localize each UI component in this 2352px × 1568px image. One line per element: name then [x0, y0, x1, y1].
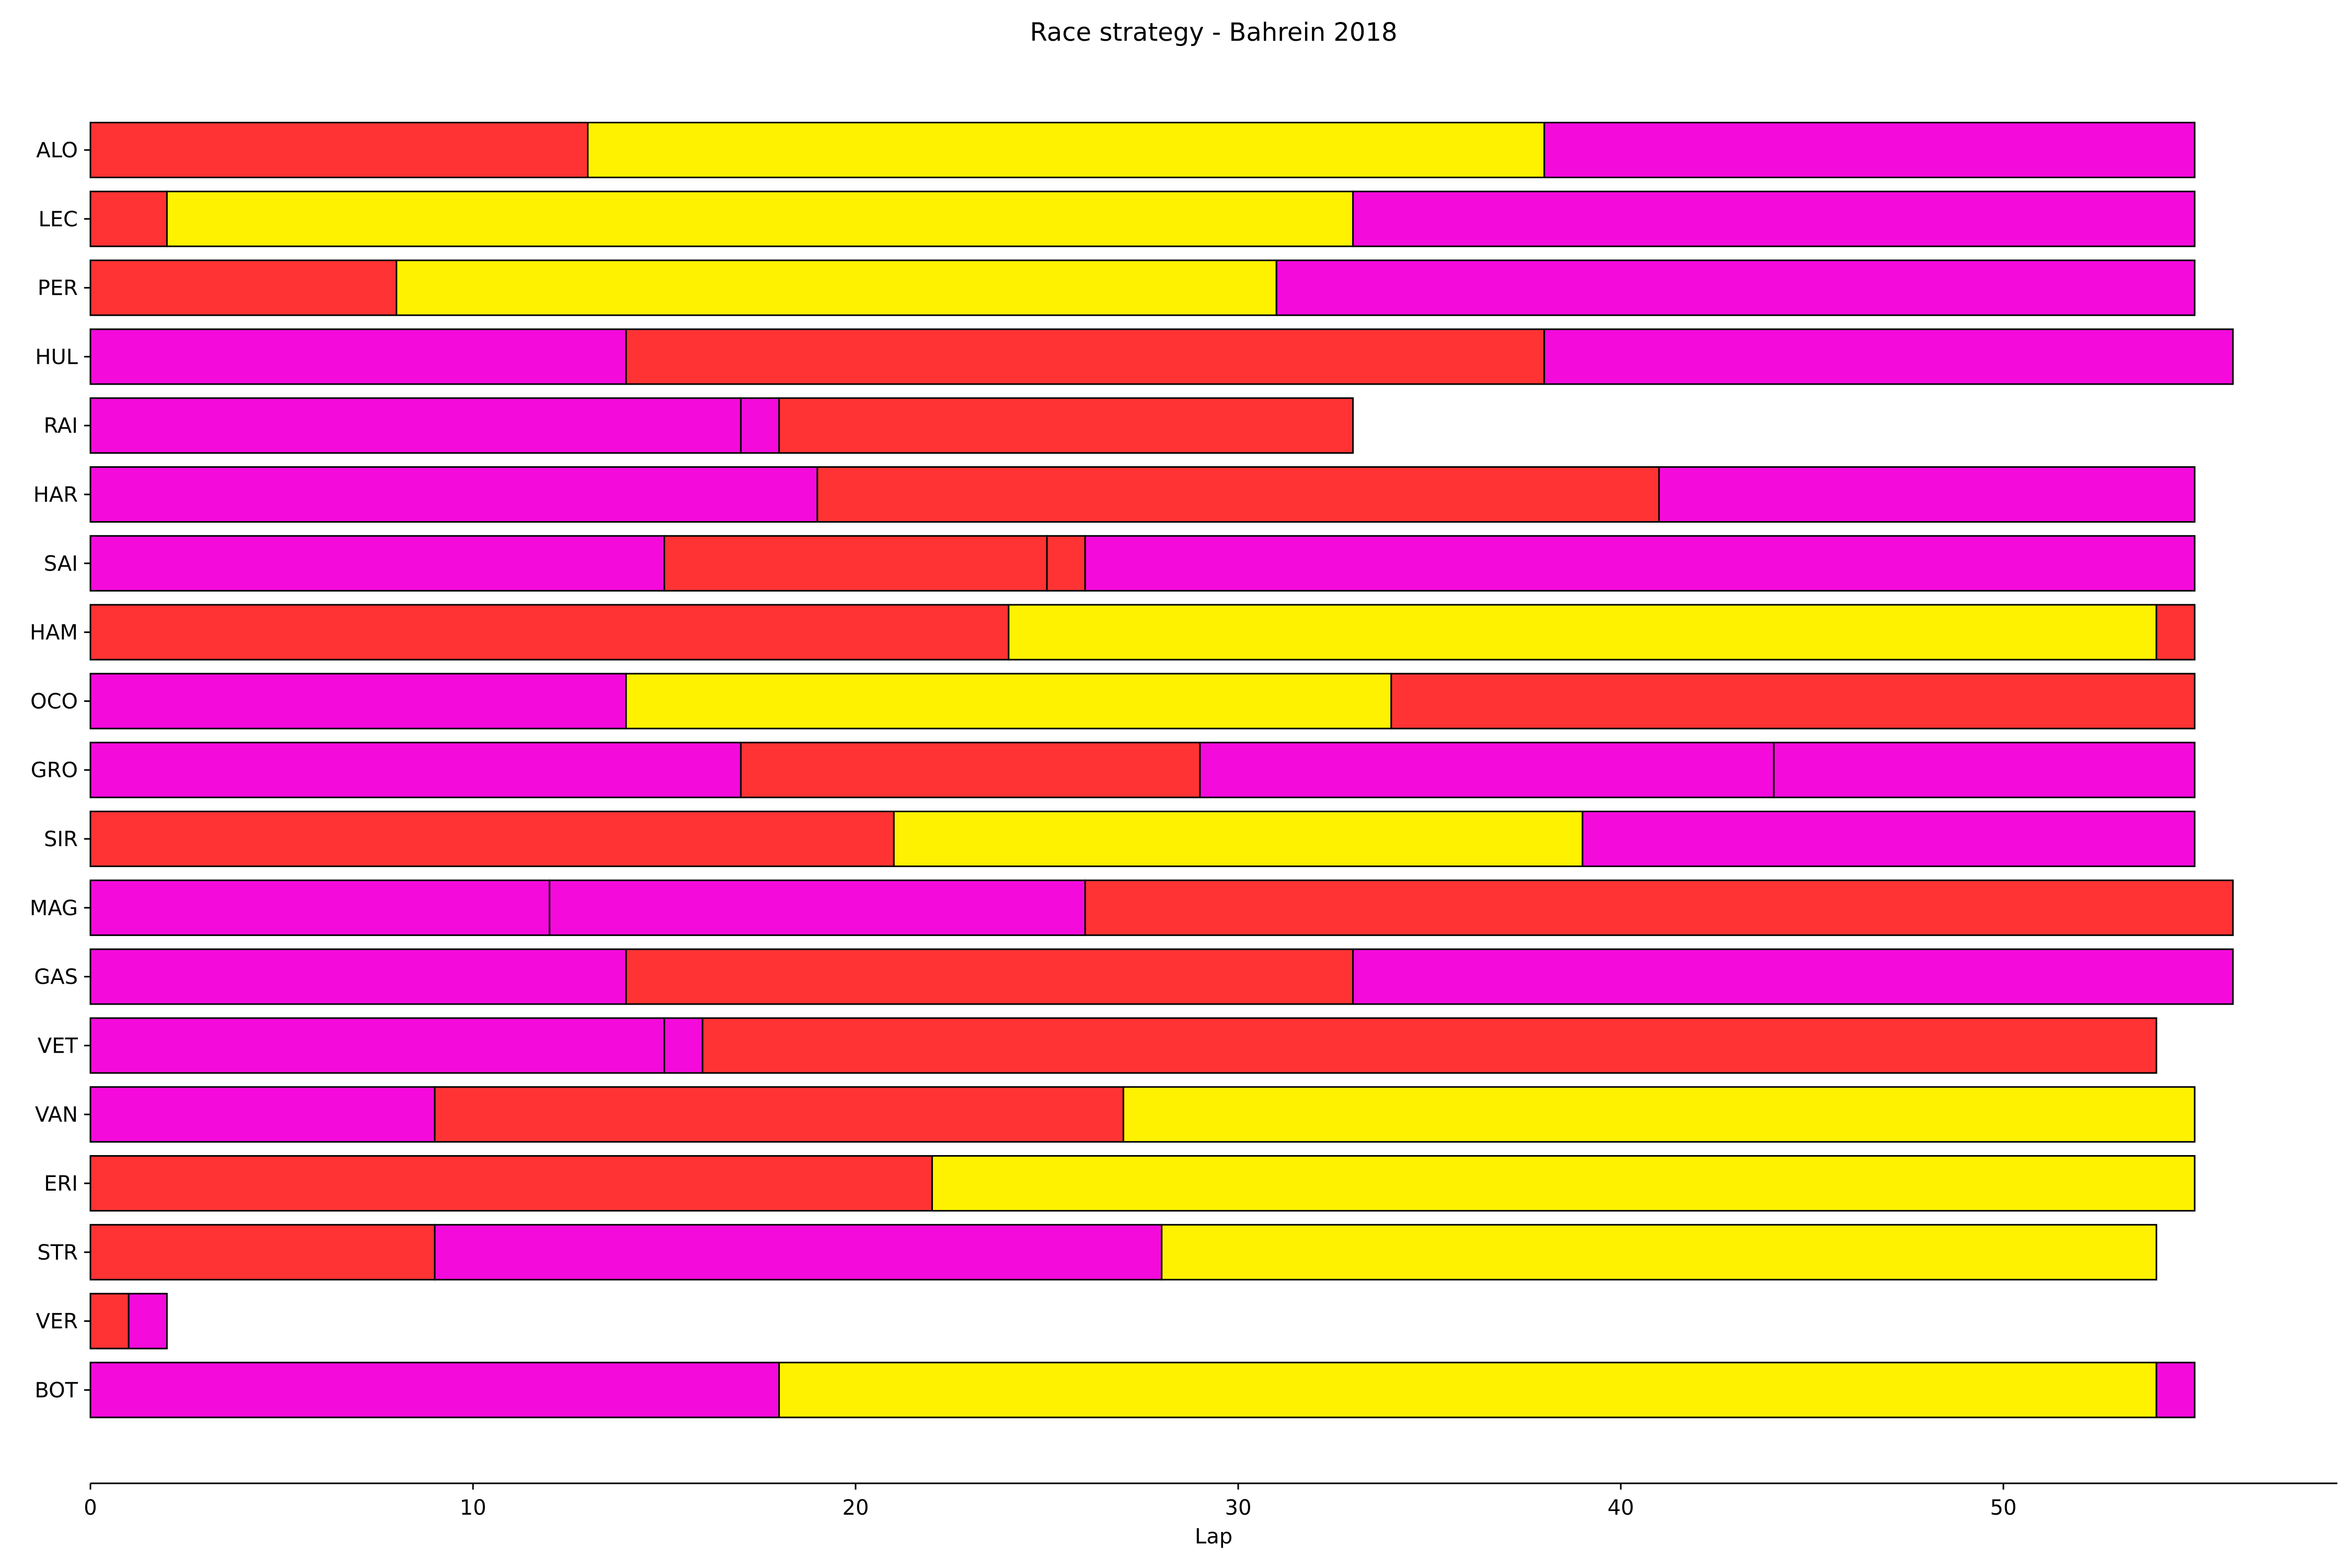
stint-bar-lec-3	[1352, 190, 2196, 247]
stint-bar-har-2	[816, 466, 1660, 523]
y-tick-label-mag: MAG	[30, 896, 78, 920]
stint-bar-oco-3	[1390, 673, 2196, 730]
stint-bar-mag-2	[548, 879, 1086, 936]
stint-bar-alo-3	[1543, 122, 2196, 178]
stint-bar-ham-1	[89, 604, 1010, 661]
stint-bar-str-2	[434, 1224, 1163, 1281]
stint-bar-alo-1	[89, 122, 589, 178]
y-tick-label-van: VAN	[35, 1103, 78, 1127]
stint-bar-per-2	[396, 259, 1277, 316]
stint-bar-str-3	[1161, 1224, 2158, 1281]
y-tick-label-vet: VET	[38, 1034, 78, 1058]
stint-bar-alo-2	[587, 122, 1546, 178]
y-tick-label-rai: RAI	[44, 414, 78, 438]
stint-bar-sai-2	[663, 535, 1048, 592]
stint-bar-sai-3	[1046, 535, 1086, 592]
stint-bar-sir-2	[893, 811, 1584, 867]
x-tick-label-0: 0	[84, 1496, 97, 1520]
stint-bar-str-1	[89, 1224, 436, 1281]
x-tick-label-20: 20	[843, 1496, 869, 1520]
stint-bar-sai-1	[89, 535, 665, 592]
x-axis-label: Lap	[1195, 1525, 1232, 1549]
stint-bar-gas-3	[1352, 948, 2234, 1005]
stint-bar-har-3	[1658, 466, 2196, 523]
y-tick-label-bot: BOT	[34, 1378, 78, 1402]
y-axis: ALO LEC PER HUL RAI HAR SAI HAM OCO GRO SIR MAG GAS V…	[30, 139, 90, 1402]
stint-bar-vet-1	[89, 1017, 665, 1074]
stint-bar-lec-2	[166, 190, 1354, 247]
stint-bar-gas-1	[89, 948, 627, 1005]
y-tick-label-str: STR	[37, 1241, 78, 1265]
y-tick-label-sir: SIR	[44, 827, 78, 851]
stint-bar-per-3	[1275, 259, 2196, 316]
y-tick-label-ver: VER	[36, 1310, 78, 1334]
stint-bar-van-1	[89, 1086, 436, 1143]
stint-bar-ver-2	[128, 1293, 168, 1350]
y-tick-label-har: HAR	[33, 483, 78, 507]
stint-bar-vet-2	[663, 1017, 704, 1074]
stint-bar-hul-1	[89, 328, 627, 385]
x-tick-label-30: 30	[1225, 1496, 1252, 1520]
stint-bar-sir-1	[89, 811, 895, 867]
stint-bar-hul-2	[625, 328, 1546, 385]
stint-bar-mag-1	[89, 879, 550, 936]
stint-bar-har-1	[89, 466, 818, 523]
y-tick-label-eri: ERI	[44, 1172, 78, 1196]
y-tick-label-gas: GAS	[34, 965, 78, 989]
stint-bar-ver-1	[89, 1293, 130, 1350]
stint-bar-sir-3	[1582, 811, 2196, 867]
stint-bar-per-1	[89, 259, 398, 316]
stint-bar-mag-3	[1084, 879, 2234, 936]
stint-bar-ham-3	[2155, 604, 2196, 661]
y-tick-label-hul: HUL	[35, 345, 78, 369]
x-tick-label-50: 50	[1990, 1496, 2017, 1520]
stint-bar-gro-2	[740, 742, 1201, 799]
stint-bar-rai-3	[778, 397, 1354, 454]
stint-bar-gro-4	[1773, 742, 2196, 799]
stint-bar-lec-1	[89, 190, 168, 247]
x-axis: 0 10 20 30 40 50	[84, 1482, 2337, 1520]
stint-bar-gro-1	[89, 742, 742, 799]
chart-title: Race strategy - Bahrein 2018	[1030, 18, 1397, 47]
y-tick-label-lec: LEC	[39, 207, 78, 232]
stint-bar-rai-2	[740, 397, 780, 454]
bars-layer	[89, 122, 2234, 1419]
stint-bar-oco-2	[625, 673, 1392, 730]
x-tick-label-40: 40	[1608, 1496, 1634, 1520]
stint-bar-gro-3	[1199, 742, 1775, 799]
stint-bar-bot-2	[778, 1362, 2158, 1419]
y-tick-label-gro: GRO	[31, 758, 78, 782]
y-tick-label-sai: SAI	[44, 552, 78, 576]
stint-bar-gas-2	[625, 948, 1354, 1005]
stint-bar-sai-4	[1084, 535, 2196, 592]
stint-bar-hul-3	[1543, 328, 2234, 385]
stint-bar-bot-1	[89, 1362, 780, 1419]
y-tick-label-per: PER	[38, 276, 78, 301]
y-tick-label-oco: OCO	[30, 689, 78, 713]
stint-bar-rai-1	[89, 397, 742, 454]
stint-bar-eri-2	[931, 1155, 2196, 1212]
y-tick-label-alo: ALO	[36, 139, 78, 163]
x-tick-label-10: 10	[460, 1496, 487, 1520]
stint-bar-bot-3	[2155, 1362, 2196, 1419]
stint-bar-van-2	[434, 1086, 1124, 1143]
stint-bar-oco-1	[89, 673, 627, 730]
stint-bar-eri-1	[89, 1155, 933, 1212]
stint-bar-van-3	[1122, 1086, 2196, 1143]
stint-bar-ham-2	[1008, 604, 2158, 661]
y-tick-label-ham: HAM	[30, 621, 78, 645]
stint-bar-vet-3	[701, 1017, 2158, 1074]
